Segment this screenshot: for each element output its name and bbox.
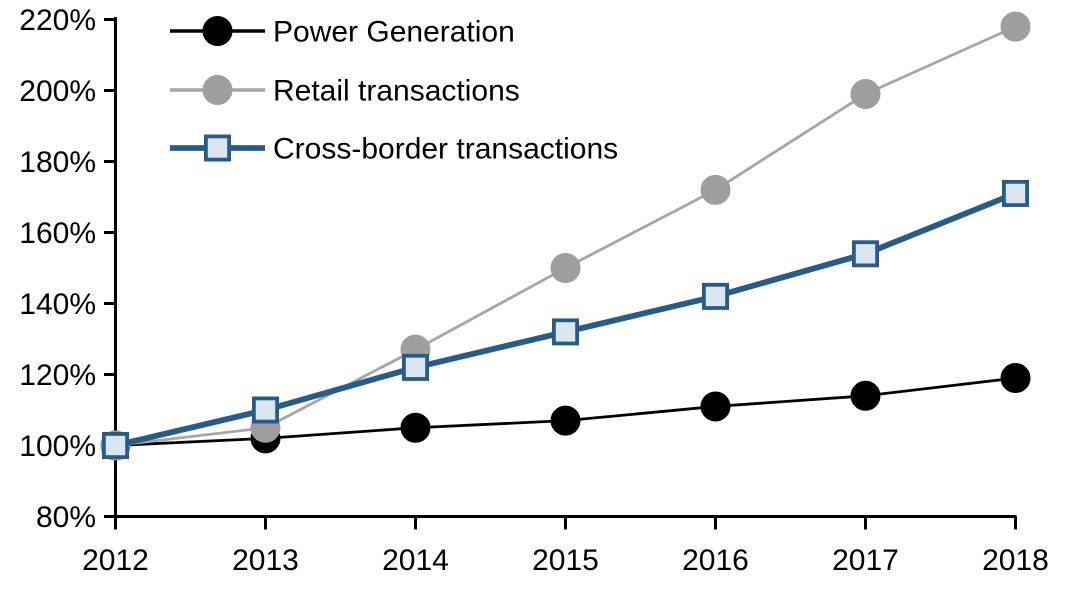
circle-marker — [850, 79, 881, 110]
x-tick-label: 2015 — [532, 544, 599, 577]
x-tick-label: 2016 — [682, 544, 749, 577]
y-tick-label: 100% — [19, 430, 96, 463]
legend: Power Generation Retail transactions Cross… — [170, 16, 618, 166]
y-tick-label: 180% — [19, 146, 96, 179]
y-tick-label: 160% — [19, 217, 96, 250]
circle-marker — [1000, 363, 1031, 394]
circle-marker — [550, 405, 581, 436]
series-power-generation — [100, 363, 1031, 461]
circle-marker — [400, 412, 431, 443]
y-tick-label: 220% — [19, 4, 96, 37]
square-marker — [552, 318, 580, 346]
x-axis: 2012 2013 2014 2015 2016 2017 2018 — [82, 516, 1049, 577]
legend-item: Retail transactions — [170, 75, 520, 108]
y-tick-label: 120% — [19, 359, 96, 392]
series-cross-border-transactions — [102, 179, 1030, 459]
x-tick-label: 2014 — [382, 544, 449, 577]
square-marker — [702, 282, 730, 310]
legend-label: Power Generation — [273, 16, 515, 49]
square-marker — [102, 431, 130, 459]
legend-square-marker — [203, 134, 231, 162]
y-tick-label: 140% — [19, 288, 96, 321]
square-marker — [852, 240, 880, 268]
legend-circle-marker — [202, 75, 233, 105]
square-marker — [401, 353, 429, 381]
x-tick-label: 2012 — [82, 544, 149, 577]
circle-marker — [1000, 11, 1031, 42]
y-axis: 80% 100% 120% 140% 160% 180% 200% 220% — [19, 4, 116, 534]
circle-marker — [550, 253, 581, 283]
legend-item: Power Generation — [170, 16, 515, 49]
square-marker — [1002, 179, 1030, 207]
y-tick-label: 80% — [36, 501, 96, 534]
legend-circle-marker — [202, 16, 233, 46]
square-marker — [251, 396, 279, 424]
legend-label: Retail transactions — [273, 75, 520, 108]
circle-marker — [700, 174, 731, 205]
y-tick-label: 200% — [19, 75, 96, 108]
x-tick-label: 2013 — [232, 544, 299, 577]
legend-label: Cross-border transactions — [273, 133, 618, 166]
circle-marker — [850, 380, 881, 411]
circle-marker — [700, 391, 731, 422]
x-tick-label: 2018 — [982, 544, 1049, 577]
legend-item: Cross-border transactions — [170, 133, 618, 166]
x-tick-label: 2017 — [832, 544, 899, 577]
